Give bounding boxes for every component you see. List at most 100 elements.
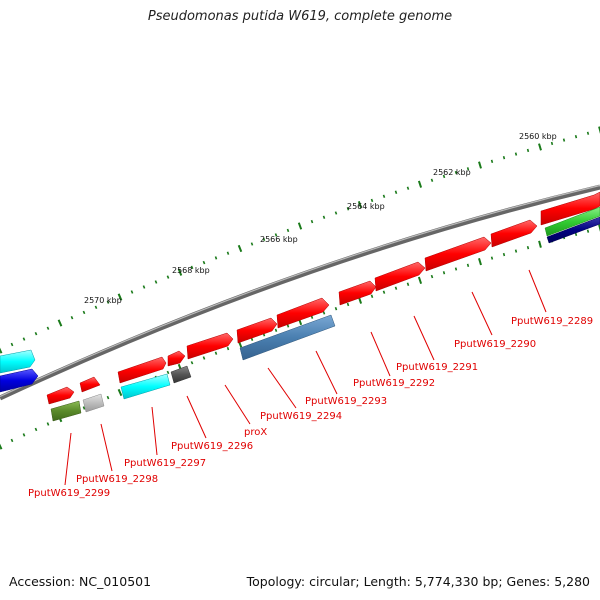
secondary-features bbox=[0, 206, 600, 422]
cds-arrow-2292[interactable] bbox=[374, 261, 426, 292]
inner-tick-minor bbox=[466, 263, 470, 268]
scale-tick-minor bbox=[10, 342, 14, 347]
inner-tick-minor bbox=[586, 229, 590, 233]
inner-tick-minor bbox=[490, 256, 494, 260]
scale-tick-minor bbox=[322, 215, 326, 219]
scale-label-2568: 2568 kbp bbox=[172, 266, 210, 275]
genome-backbone-highlight bbox=[0, 184, 600, 398]
scale-tick-minor bbox=[250, 242, 254, 246]
cyan-feature-2297[interactable] bbox=[120, 373, 171, 400]
cds-arrow-2291[interactable] bbox=[424, 236, 492, 272]
scale-tick-minor bbox=[490, 159, 494, 164]
inner-tick-major bbox=[117, 388, 123, 397]
inner-tick-minor bbox=[442, 271, 446, 275]
inner-tick-minor bbox=[226, 346, 230, 351]
inner-tick-minor bbox=[370, 294, 374, 298]
navy-feature-right[interactable] bbox=[546, 216, 600, 244]
scale-tick-minor bbox=[82, 310, 86, 315]
scale-tick-minor bbox=[526, 148, 530, 153]
cds-arrow-2297[interactable] bbox=[167, 350, 186, 367]
scale-tick-minor bbox=[394, 190, 398, 194]
scale-tick-major bbox=[478, 161, 482, 169]
scale-tick-minor bbox=[94, 305, 98, 310]
scale-tick-minor bbox=[466, 167, 470, 171]
scale-tick-minor bbox=[106, 300, 110, 304]
inner-tick-minor bbox=[46, 422, 50, 426]
scale-tick-minor bbox=[430, 178, 434, 182]
inner-tick-minor bbox=[574, 232, 578, 237]
inner-tick-minor bbox=[454, 267, 458, 271]
inner-tick-minor bbox=[334, 306, 338, 311]
scale-tick-minor bbox=[202, 260, 206, 265]
gene-label-2289[interactable]: PputW619_2289 bbox=[511, 316, 593, 327]
scale-tick-minor bbox=[586, 131, 590, 135]
inner-tick-minor bbox=[22, 433, 26, 437]
inner-tick-major bbox=[598, 224, 600, 232]
inner-tick-minor bbox=[430, 274, 434, 279]
inner-tick-minor bbox=[34, 427, 38, 432]
scale-label-2566: 2566 kbp bbox=[260, 235, 298, 244]
gene-label-2290[interactable]: PputW619_2290 bbox=[454, 339, 536, 350]
cds-arrow-2299[interactable] bbox=[46, 386, 75, 405]
gene-label-2294[interactable]: PputW619_2294 bbox=[260, 411, 342, 422]
scale-tick-minor bbox=[190, 265, 194, 270]
scale-tick-minor bbox=[142, 285, 146, 289]
scale-tick-major bbox=[57, 319, 63, 327]
blue-feature-left[interactable] bbox=[0, 368, 39, 393]
inner-tick-minor bbox=[190, 361, 194, 365]
olive-feature-2299[interactable] bbox=[50, 400, 82, 422]
scale-tick-minor bbox=[226, 251, 230, 255]
cds-arrow-2298[interactable] bbox=[79, 376, 101, 393]
scale-tick-minor bbox=[22, 337, 26, 341]
steelblue-feature[interactable] bbox=[239, 314, 336, 361]
inner-tick-minor bbox=[286, 324, 290, 328]
gene-label-2297[interactable]: PputW619_2297 bbox=[124, 458, 206, 469]
scale-tick-minor bbox=[310, 219, 314, 224]
cds-arrow-2289[interactable] bbox=[540, 191, 600, 226]
inner-tick-major bbox=[417, 276, 423, 285]
label-leaders bbox=[64, 269, 547, 486]
gene-label-2298[interactable]: PputW619_2298 bbox=[76, 474, 158, 485]
darkgrey-feature[interactable] bbox=[170, 365, 192, 384]
grey-feature-2298[interactable] bbox=[82, 393, 105, 413]
scale-tick-major bbox=[117, 293, 123, 301]
map-title: Pseudomonas putida W619, complete genome bbox=[147, 9, 453, 24]
gene-label-2293[interactable]: PputW619_2293 bbox=[305, 396, 387, 407]
inner-tick-minor bbox=[406, 282, 410, 286]
scale-tick-minor bbox=[382, 194, 386, 198]
scale-tick-minor bbox=[502, 155, 506, 160]
gene-label-2292[interactable]: PputW619_2292 bbox=[353, 378, 435, 389]
gene-label-2291[interactable]: PputW619_2291 bbox=[396, 362, 478, 373]
genome-summary-text: Topology: circular; Length: 5,774,330 bp… bbox=[246, 574, 590, 589]
cds-arrow-2294[interactable] bbox=[276, 297, 330, 329]
scale-tick-minor bbox=[166, 275, 170, 279]
cds-arrow-2290[interactable] bbox=[490, 219, 538, 248]
cyan-feature-left[interactable] bbox=[0, 349, 36, 374]
scale-tick-minor bbox=[154, 280, 158, 284]
gene-label-2296[interactable]: PputW619_2296 bbox=[171, 441, 253, 452]
inner-tick-minor bbox=[502, 252, 506, 257]
scale-tick-minor bbox=[214, 256, 218, 260]
inner-tick-minor bbox=[514, 249, 518, 253]
scale-tick-minor bbox=[286, 228, 290, 233]
scale-tick-minor bbox=[454, 170, 458, 175]
scale-tick-minor bbox=[550, 141, 554, 146]
scale-tick-major bbox=[417, 180, 423, 188]
gene-label-prox[interactable]: proX bbox=[244, 427, 267, 438]
scale-tick-minor bbox=[370, 198, 374, 203]
inner-tick-minor bbox=[214, 351, 218, 355]
scale-tick-major bbox=[538, 143, 542, 151]
inner-tick-minor bbox=[382, 290, 386, 294]
gene-label-2299[interactable]: PputW619_2299 bbox=[28, 488, 110, 499]
inner-tick-minor bbox=[322, 311, 326, 315]
cds-arrow-2293[interactable] bbox=[338, 280, 377, 306]
scale-tick-minor bbox=[574, 134, 578, 139]
scale-tick-minor bbox=[46, 326, 50, 330]
green-feature-right[interactable] bbox=[544, 206, 600, 237]
scale-tick-minor bbox=[70, 315, 74, 320]
cds-arrow-prox[interactable] bbox=[236, 317, 278, 344]
cds-arrow-2296[interactable] bbox=[186, 332, 234, 360]
cds-arrow-2297b[interactable] bbox=[117, 356, 167, 384]
